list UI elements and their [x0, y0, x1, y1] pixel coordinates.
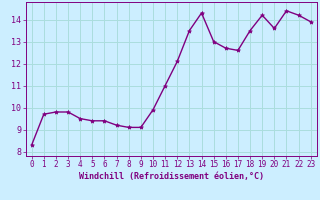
X-axis label: Windchill (Refroidissement éolien,°C): Windchill (Refroidissement éolien,°C): [79, 172, 264, 181]
